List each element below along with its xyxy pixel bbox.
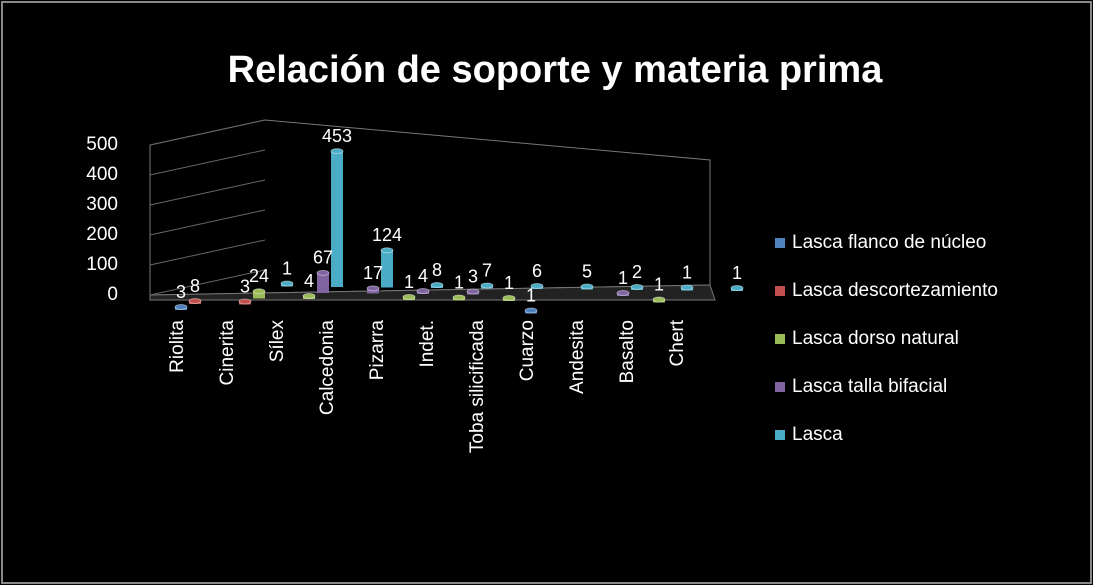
- bar-top: [430, 282, 444, 288]
- data-label: 67: [313, 248, 333, 268]
- bar-top: [466, 288, 480, 295]
- bar-top: [238, 298, 252, 305]
- chart-title: Relación de soporte y materia prima: [228, 49, 884, 91]
- grid-line: [149, 179, 266, 206]
- bar-top: [416, 288, 430, 294]
- bar-top: [174, 304, 188, 310]
- bar-top: [330, 148, 344, 155]
- x-tick-label: Cuarzo: [517, 320, 538, 381]
- data-label: 124: [372, 225, 402, 245]
- bar-top: [680, 284, 694, 291]
- bar-top: [302, 293, 316, 299]
- bar-top: [502, 295, 516, 301]
- data-label: 4: [304, 271, 314, 291]
- bar-top: [380, 247, 394, 254]
- data-label: 1: [454, 272, 464, 292]
- data-label: 3: [176, 282, 186, 302]
- data-label: 5: [582, 261, 592, 281]
- y-tick-label: 500: [86, 134, 118, 155]
- grid-line: [149, 239, 266, 266]
- bar-top: [316, 269, 330, 276]
- data-label: 1: [654, 274, 664, 294]
- legend-swatch: [775, 238, 785, 248]
- bar-top: [402, 294, 416, 300]
- x-tick-label: Riolita: [167, 320, 188, 373]
- legend-label: Lasca: [792, 424, 843, 445]
- bar: [253, 291, 265, 299]
- y-tick-label: 100: [86, 254, 118, 275]
- x-tick-label: Indet.: [417, 320, 438, 368]
- data-label: 3: [240, 276, 250, 296]
- y-tick-label: 300: [86, 194, 118, 215]
- data-label: 2: [632, 262, 642, 282]
- bar-top: [366, 285, 380, 292]
- data-label: 7: [482, 260, 492, 280]
- bar-top: [480, 282, 494, 289]
- bar-top: [730, 285, 744, 291]
- bar-top: [524, 307, 538, 314]
- data-label: 8: [190, 276, 200, 296]
- x-tick-label: Calcedonia: [317, 320, 338, 415]
- bar-top: [630, 284, 644, 290]
- y-tick-label: 200: [86, 224, 118, 245]
- legend-label: Lasca descortezamiento: [792, 280, 998, 301]
- y-tick-label: 400: [86, 164, 118, 185]
- legend-label: Lasca dorso natural: [792, 328, 959, 349]
- bar: [381, 250, 393, 288]
- bar-top: [280, 280, 294, 287]
- data-label: 1: [282, 258, 292, 278]
- legend-label: Lasca flanco de núcleo: [792, 232, 986, 253]
- y-tick-label: 0: [107, 284, 118, 305]
- grid-line: [149, 269, 266, 296]
- legend-swatch: [775, 286, 785, 296]
- bar: [317, 272, 329, 293]
- bar-top: [252, 288, 266, 295]
- bar-top: [616, 290, 630, 296]
- floor: [149, 284, 716, 301]
- legend-swatch: [775, 430, 785, 440]
- legend-swatch: [775, 334, 785, 344]
- data-label: 1: [682, 262, 692, 282]
- bar-top: [188, 298, 202, 304]
- bar: [331, 151, 343, 287]
- data-label: 1: [404, 272, 414, 292]
- legend-swatch: [775, 382, 785, 392]
- grid-line: [149, 119, 266, 146]
- bar-top: [580, 283, 594, 290]
- data-label: 8: [432, 260, 442, 280]
- data-label: 1: [618, 268, 628, 288]
- bar-top: [452, 294, 466, 301]
- data-label: 4: [418, 266, 428, 286]
- x-tick-label: Chert: [667, 319, 688, 366]
- bar-top: [652, 296, 666, 303]
- data-label: 1: [526, 285, 536, 305]
- bar-top: [530, 283, 544, 289]
- x-tick-label: Andesita: [567, 320, 588, 394]
- data-label: 17: [363, 263, 383, 283]
- bar: [367, 288, 379, 294]
- x-tick-label: Cinerita: [217, 320, 238, 386]
- data-label: 24: [249, 266, 269, 286]
- x-tick-label: Sílex: [267, 320, 288, 363]
- x-tick-label: Basalto: [617, 320, 638, 383]
- grid-line: [149, 209, 266, 236]
- data-label: 3: [468, 266, 478, 286]
- data-label: 1: [732, 263, 742, 283]
- data-label: 1: [504, 273, 514, 293]
- grid-line: [149, 149, 266, 176]
- data-label: 6: [532, 261, 542, 281]
- data-label: 453: [322, 126, 352, 146]
- x-tick-label: Toba silicificada: [467, 320, 488, 453]
- legend-label: Lasca talla bifacial: [792, 376, 947, 397]
- x-tick-label: Pizarra: [367, 320, 388, 381]
